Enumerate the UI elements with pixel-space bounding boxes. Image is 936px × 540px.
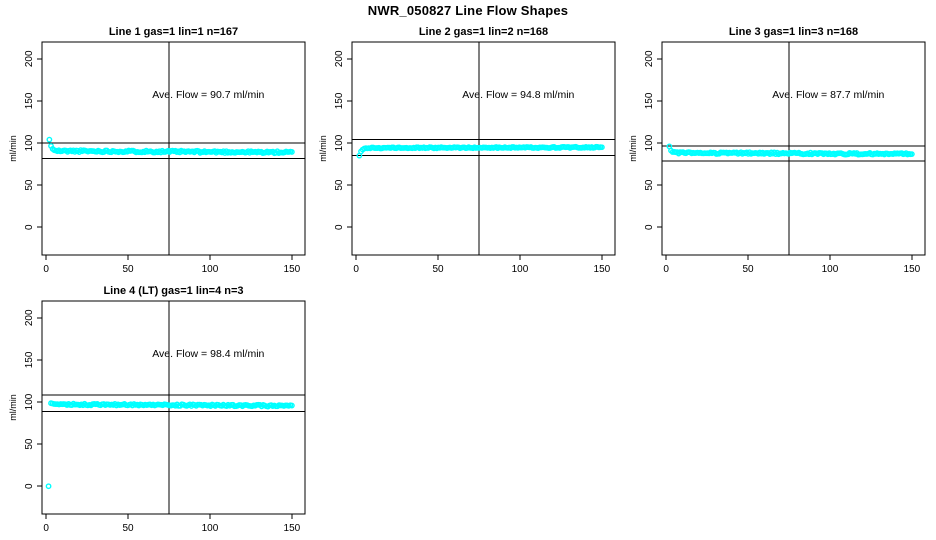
x-axis-tick-label: 0 [43,264,49,275]
data-point [908,151,915,158]
y-axis-tick-label: 50 [24,179,35,191]
plot-box [41,41,306,256]
panel-line1: Line 1 gas=1 lin=1 n=167 0 50 100 150 0 50 100 1… [8,26,306,275]
y-axis-tick-label: 0 [24,224,35,230]
y-axis-tick-label: 200 [24,309,35,326]
panel-title: Line 4 (LT) gas=1 lin=4 n=3 [103,285,243,297]
data-point [288,149,295,155]
panel-line4: Line 4 (LT) gas=1 lin=4 n=3 0 50 100 150 0 50 1… [8,285,306,534]
y-axis-tick-label: 100 [644,134,655,151]
plot-box [41,300,306,515]
x-axis-tick-label: 50 [432,264,444,275]
ave-flow-annotation: Ave. Flow = 94.8 ml/min [462,89,574,101]
x-axis-tick-label: 0 [353,264,359,275]
x-axis-tick-label: 150 [284,264,301,275]
scatter-points [666,143,915,158]
panel-title: Line 2 gas=1 lin=2 n=168 [419,26,548,38]
panel-title: Line 3 gas=1 lin=3 n=168 [729,26,858,38]
x-axis-tick-label: 150 [284,523,301,534]
y-axis-tick-label: 200 [24,50,35,67]
y-axis-tick-label: 200 [644,50,655,67]
data-point [598,144,605,151]
ave-flow-annotation: Ave. Flow = 90.7 ml/min [152,89,264,101]
scatter-points [45,400,295,490]
figure-title: NWR_050827 Line Flow Shapes [367,3,569,18]
y-axis-tick-label: 0 [24,483,35,489]
x-axis-tick-label: 150 [904,264,921,275]
data-point [288,402,295,409]
y-axis-tick-label: 150 [24,92,35,109]
scatter-points [46,136,295,157]
y-axis-tick-label: 50 [334,179,345,191]
ave-flow-annotation: Ave. Flow = 98.4 ml/min [152,348,264,360]
x-axis-tick-label: 100 [512,264,529,275]
ave-flow-annotation: Ave. Flow = 87.7 ml/min [772,89,884,101]
y-axis-tick-label: 100 [24,134,35,151]
x-axis-tick-label: 100 [822,264,839,275]
x-axis-tick-label: 50 [122,264,134,275]
panel-line2: Line 2 gas=1 lin=2 n=168 0 50 100 150 0 50 100 1… [318,26,616,275]
y-axis-tick-label: 0 [644,224,655,230]
y-axis-tick-label: 100 [24,393,35,410]
x-axis-tick-label: 0 [663,264,669,275]
x-axis-tick-label: 150 [594,264,611,275]
data-point [46,136,53,143]
x-axis-tick-label: 100 [202,264,219,275]
y-axis-tick-label: 150 [644,92,655,109]
y-axis-label: ml/min [628,135,638,162]
y-axis-label: ml/min [8,394,18,421]
y-axis-label: ml/min [318,135,328,162]
panel-title: Line 1 gas=1 lin=1 n=167 [109,26,238,38]
y-axis-tick-label: 150 [334,92,345,109]
x-axis-tick-label: 100 [202,523,219,534]
y-axis-tick-label: 200 [334,50,345,67]
y-axis-tick-label: 50 [24,438,35,450]
scatter-points [356,143,605,159]
x-axis-tick-label: 50 [742,264,754,275]
y-axis-tick-label: 50 [644,179,655,191]
x-axis-tick-label: 50 [122,523,134,534]
y-axis-tick-label: 100 [334,134,345,151]
y-axis-tick-label: 150 [24,351,35,368]
y-axis-label: ml/min [8,135,18,162]
x-axis-tick-label: 0 [43,523,49,534]
y-axis-tick-label: 0 [334,224,345,230]
panel-line3: Line 3 gas=1 lin=3 n=168 0 50 100 150 0 50 100 1… [628,26,926,275]
plot-box [351,41,616,256]
data-point [45,483,52,490]
plot-box [661,41,926,256]
